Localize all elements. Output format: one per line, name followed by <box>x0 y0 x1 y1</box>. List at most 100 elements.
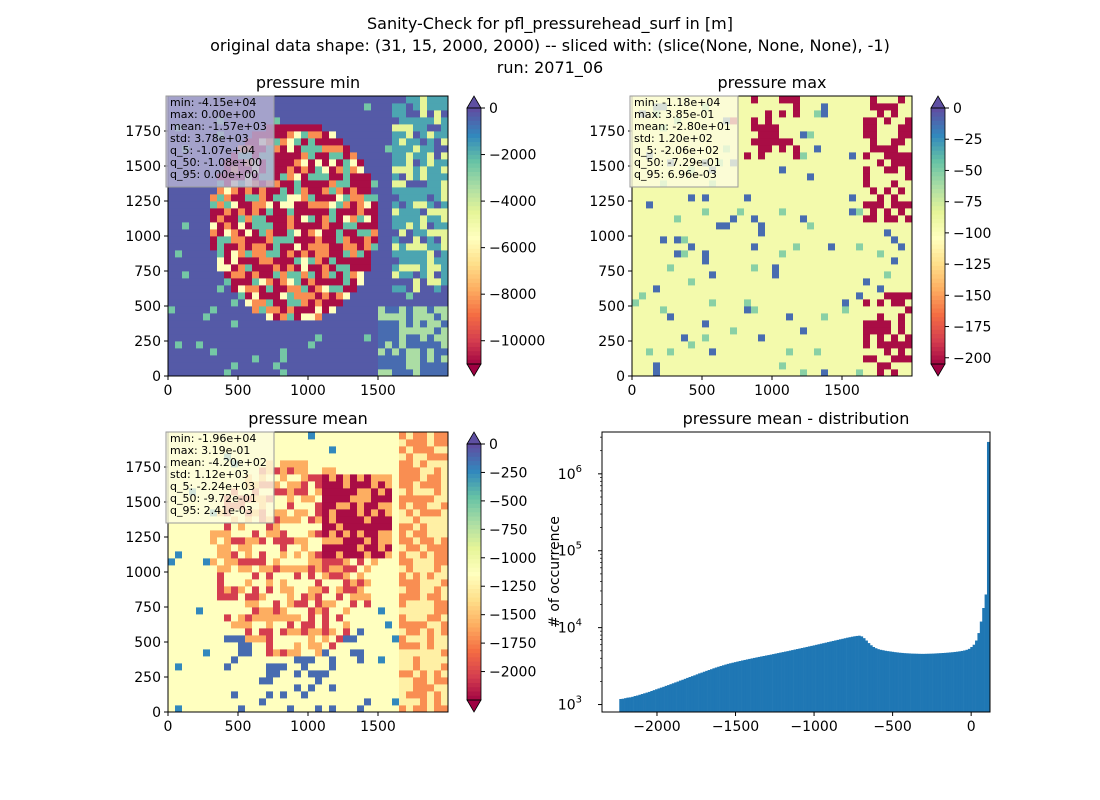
heatmap-cell <box>646 320 654 328</box>
heatmap-cell <box>399 341 407 349</box>
heatmap-cell <box>280 320 288 328</box>
heatmap-cell <box>800 271 808 279</box>
heatmap-cell <box>266 558 274 566</box>
heatmap-cell <box>189 271 197 279</box>
y-tick-label: 1000 <box>125 229 161 245</box>
heatmap-cell <box>224 348 232 356</box>
heatmap-cell <box>821 152 829 160</box>
heatmap-cell <box>350 285 358 293</box>
heatmap-cell <box>786 96 794 104</box>
heatmap-cell <box>210 586 218 594</box>
heatmap-cell <box>231 313 239 321</box>
heatmap-cell <box>259 572 267 580</box>
heatmap-cell <box>280 698 288 706</box>
heatmap-cell <box>744 313 752 321</box>
heatmap-cell <box>779 327 787 335</box>
heatmap-cell <box>175 635 183 643</box>
heatmap-cell <box>287 481 295 489</box>
heatmap-cell <box>210 369 218 377</box>
heatmap-cell <box>434 222 442 230</box>
heatmap-cell <box>849 110 857 118</box>
heatmap-cell <box>336 166 344 174</box>
heatmap-cell <box>884 222 892 230</box>
heatmap-cell <box>849 243 857 251</box>
heatmap-cell <box>329 278 337 286</box>
heatmap-cell <box>273 243 281 251</box>
heatmap-cell <box>350 579 358 587</box>
heatmap-cell <box>898 362 906 370</box>
heatmap-cell <box>632 348 640 356</box>
heatmap-cell <box>751 341 759 349</box>
heatmap-cell <box>196 593 204 601</box>
heatmap-cell <box>252 369 260 377</box>
heatmap-cell <box>357 313 365 321</box>
heatmap-cell <box>259 327 267 335</box>
heatmap-cell <box>835 215 843 223</box>
heatmap-cell <box>224 264 232 272</box>
heatmap-cell <box>371 320 379 328</box>
stats-line: q_5: -1.07e+04 <box>170 144 255 157</box>
heatmap-cell <box>224 614 232 622</box>
heatmap-cell <box>343 670 351 678</box>
heatmap-cell <box>168 677 176 685</box>
heatmap-cell <box>266 565 274 573</box>
heatmap-cell <box>287 642 295 650</box>
heatmap-cell <box>371 579 379 587</box>
heatmap-cell <box>884 110 892 118</box>
colorbar-segment <box>931 312 945 318</box>
heatmap-cell <box>336 96 344 104</box>
heatmap-cell <box>842 362 850 370</box>
heatmap-cell <box>329 327 337 335</box>
heatmap-cell <box>863 264 871 272</box>
heatmap-cell <box>350 369 358 377</box>
heatmap-cell <box>245 586 253 594</box>
heatmap-cell <box>364 467 372 475</box>
heatmap-cell <box>413 579 421 587</box>
heatmap-cell <box>434 348 442 356</box>
heatmap-cell <box>378 117 386 125</box>
heatmap-cell <box>639 257 647 265</box>
heatmap-cell <box>308 614 316 622</box>
heatmap-cell <box>287 572 295 580</box>
heatmap-cell <box>772 292 780 300</box>
heatmap-cell <box>821 236 829 244</box>
colorbar-segment <box>931 189 945 194</box>
heatmap-cell <box>175 320 183 328</box>
heatmap-cell <box>765 243 773 251</box>
heatmap-cell <box>245 334 253 342</box>
heatmap-cell <box>674 355 682 363</box>
heatmap-cell <box>203 628 211 636</box>
heatmap-cell <box>737 215 745 223</box>
heatmap-cell <box>385 110 393 118</box>
heatmap-cell <box>259 208 267 216</box>
heatmap-cell <box>793 103 801 111</box>
heatmap-cell <box>238 264 246 272</box>
heatmap-cell <box>371 250 379 258</box>
heatmap-cell <box>765 257 773 265</box>
heatmap-cell <box>168 558 176 566</box>
heatmap-cell <box>329 460 337 468</box>
heatmap-cell <box>800 159 808 167</box>
heatmap-cell <box>245 607 253 615</box>
heatmap-cell <box>406 607 414 615</box>
heatmap-cell <box>294 537 302 545</box>
heatmap-cell <box>224 551 232 559</box>
heatmap-cell <box>632 229 640 237</box>
heatmap-cell <box>392 621 400 629</box>
heatmap-cell <box>378 516 386 524</box>
heatmap-cell <box>786 236 794 244</box>
heatmap-cell <box>856 236 864 244</box>
colorbar-segment <box>931 231 945 237</box>
heatmap-cell <box>807 334 815 342</box>
colorbar-segment <box>931 329 945 335</box>
heatmap-cell <box>273 306 281 314</box>
heatmap-cell <box>779 271 787 279</box>
heatmap-cell <box>350 474 358 482</box>
heatmap-cell <box>357 355 365 363</box>
heatmap-cell <box>294 453 302 461</box>
heatmap-cell <box>427 229 435 237</box>
heatmap-cell <box>758 285 766 293</box>
heatmap-cell <box>378 523 386 531</box>
heatmap-cell <box>434 579 442 587</box>
heatmap-cell <box>406 320 414 328</box>
